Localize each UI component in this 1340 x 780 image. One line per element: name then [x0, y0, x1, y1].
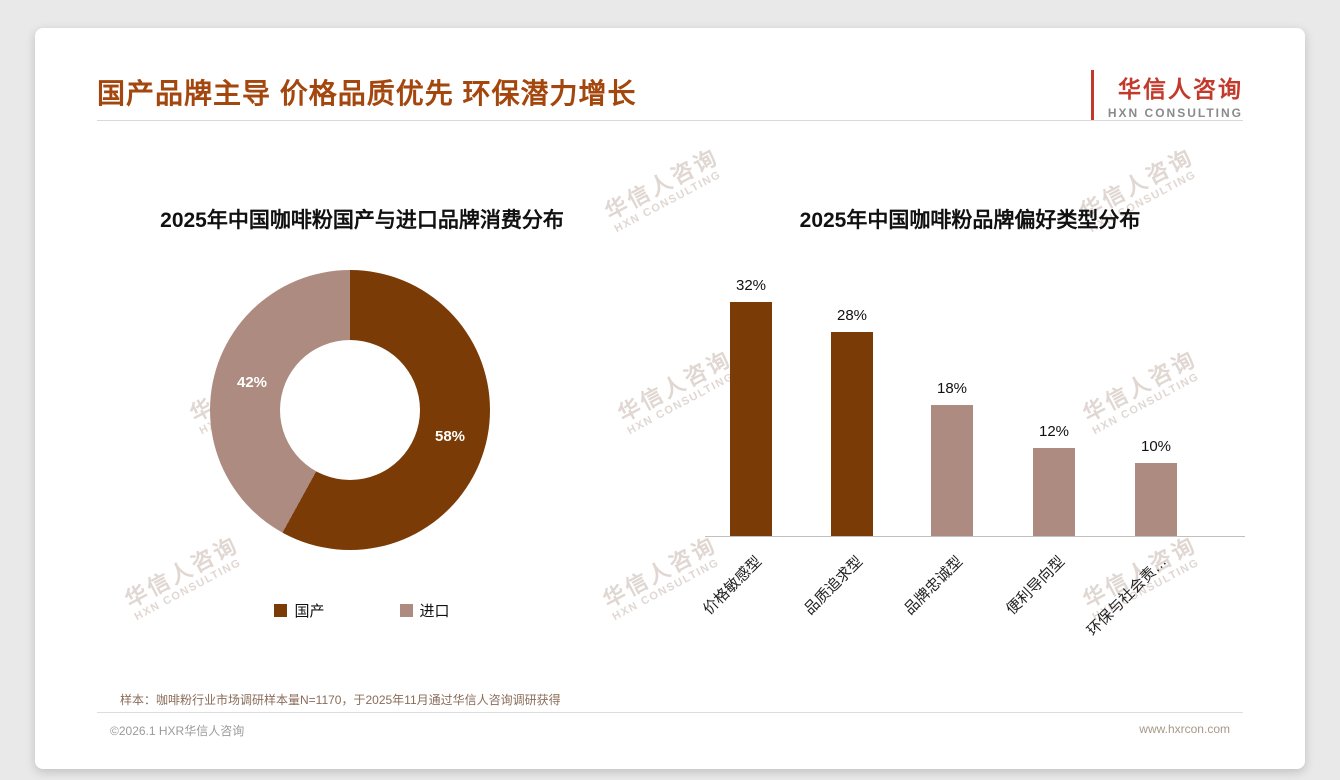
bar-category-label: 品质追求型 [801, 553, 867, 619]
bar-plot: 32% 价格敏感型 28% 品质追求型 18% 品牌忠诚型 12% 便利导向型 10% 环保与社会… [700, 178, 1245, 639]
logo-subtitle: HXN CONSULTING [1107, 106, 1243, 120]
donut-slice-label-domestic: 58% [434, 428, 466, 445]
header-divider [97, 120, 1243, 121]
legend-item: 进口 [399, 600, 450, 621]
bar [931, 405, 973, 536]
bar-category-label: 便利导向型 [1003, 553, 1069, 619]
bar-chart: 2025年中国咖啡粉品牌偏好类型分布 32% 价格敏感型 28% 品质追求型 18% 品牌… [675, 178, 1265, 698]
legend-label: 进口 [419, 603, 450, 620]
bar-value-label: 18% [936, 380, 968, 397]
footer-copyright: ©2026.1 HXR华信人咨询 [110, 724, 245, 738]
bar-value-label: 10% [1140, 438, 1172, 455]
bar-category-label: 价格敏感型 [700, 553, 766, 619]
sample-footnote: 样本：咖啡粉行业市场调研样本量N=1170，于2025年11月通过华信人咨询调研… [120, 693, 561, 707]
donut-chart: 2025年中国咖啡粉国产与进口品牌消费分布 58% 42% 国产 进口 [97, 178, 627, 698]
page-title: 国产品牌主导 价格品质优先 环保潜力增长 [97, 78, 637, 109]
bar [1135, 463, 1177, 536]
donut-hole [280, 340, 420, 480]
footer-divider [97, 712, 1243, 713]
bar-category-label: 环保与社会责… [1083, 553, 1171, 640]
slide: 华信人咨询 HXN CONSULTING 华信人咨询 HXN CONSULTING 华信… [35, 28, 1305, 769]
legend-item: 国产 [274, 600, 325, 621]
legend-swatch [274, 604, 288, 617]
logo-name: 华信人咨询 [1118, 76, 1243, 102]
bar-category-label: 品牌忠诚型 [901, 553, 967, 619]
bar-value-label: 28% [836, 307, 868, 324]
company-logo: 华信人咨询 HXN CONSULTING [1090, 70, 1243, 120]
bar-chart-title: 2025年中国咖啡粉品牌偏好类型分布 [799, 209, 1141, 232]
donut-wrap: 58% 42% [210, 270, 490, 550]
donut-chart-title: 2025年中国咖啡粉国产与进口品牌消费分布 [160, 209, 564, 232]
donut-slice-label-imported: 42% [236, 374, 268, 391]
x-axis-line [705, 536, 1245, 537]
footer: ©2026.1 HXR华信人咨询 www.hxrcon.com [110, 722, 1230, 739]
legend-label: 国产 [294, 603, 325, 620]
bar-value-label: 32% [735, 277, 767, 294]
bar [1033, 448, 1075, 536]
bar [730, 302, 772, 536]
footer-website: www.hxrcon.com [1139, 722, 1230, 736]
bar-value-label: 12% [1038, 423, 1070, 440]
bar [831, 332, 873, 536]
legend-swatch [399, 604, 413, 617]
donut-legend: 国产 进口 [97, 600, 627, 621]
slide-content: 国产品牌主导 价格品质优先 环保潜力增长 华信人咨询 HXN CONSULTIN… [35, 28, 1305, 769]
